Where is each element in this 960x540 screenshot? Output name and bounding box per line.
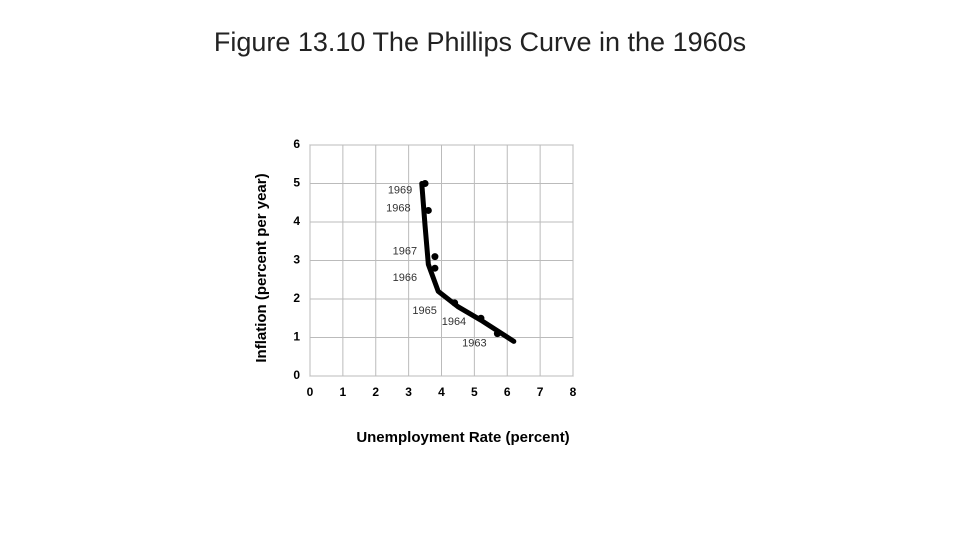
x-tick-label: 2	[372, 385, 379, 399]
y-tick-label: 3	[293, 253, 300, 267]
data-point	[477, 314, 485, 322]
x-axis-label: Unemployment Rate (percent)	[356, 429, 569, 446]
point-label: 1964	[442, 316, 466, 328]
x-tick-label: 7	[537, 385, 544, 399]
y-tick-label: 6	[293, 137, 300, 151]
point-label: 1967	[393, 246, 417, 258]
data-point	[431, 253, 439, 261]
x-tick-label: 5	[471, 385, 478, 399]
data-point	[421, 180, 429, 187]
slide-title: Figure 13.10 The Phillips Curve in the 1…	[214, 27, 746, 57]
data-point	[431, 264, 439, 272]
point-label: 1965	[412, 305, 436, 317]
data-point	[424, 206, 432, 214]
x-tick-label: 6	[504, 385, 511, 399]
x-tick-label: 1	[340, 385, 347, 399]
y-tick-label: 2	[293, 291, 300, 305]
data-point	[493, 330, 501, 338]
y-axis-label: Inflation (percent per year)	[253, 173, 270, 362]
point-label: 1966	[393, 272, 417, 284]
data-point	[451, 299, 459, 307]
x-tick-label: 4	[438, 385, 445, 399]
point-label: 1968	[386, 202, 410, 214]
x-tick-label: 3	[405, 385, 412, 399]
x-tick-label: 8	[570, 385, 577, 399]
y-tick-label: 1	[293, 330, 300, 344]
x-tick-label: 0	[307, 385, 314, 399]
y-tick-label: 4	[293, 214, 300, 228]
point-label: 1969	[388, 184, 412, 196]
y-tick-label: 5	[293, 176, 300, 190]
y-tick-label: 0	[293, 368, 300, 382]
point-label: 1963	[462, 338, 486, 350]
